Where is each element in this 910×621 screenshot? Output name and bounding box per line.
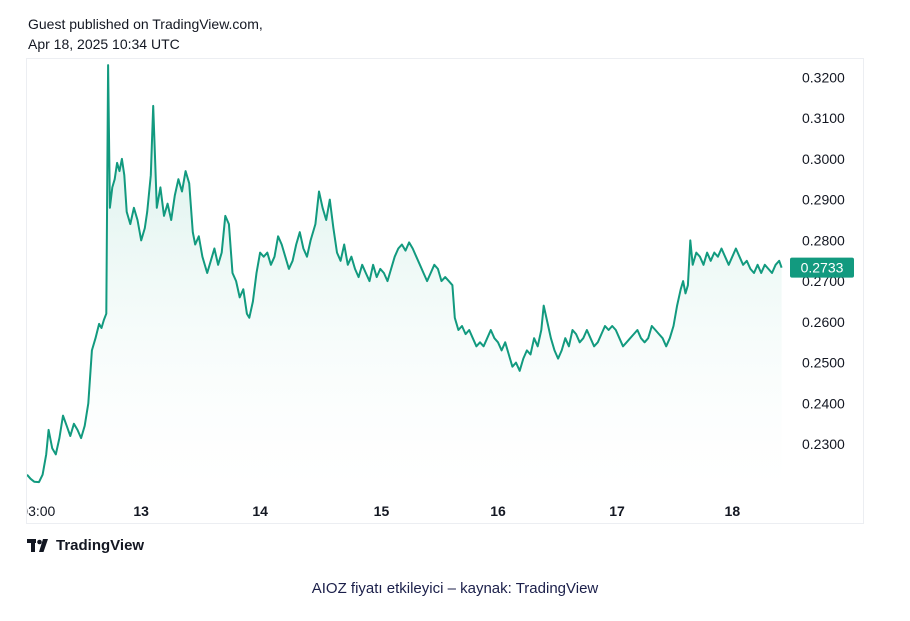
price-area-fill <box>27 65 782 489</box>
y-tick-label: 0.2300 <box>802 436 845 452</box>
price-chart[interactable]: 0.32000.31000.30000.29000.28000.27000.26… <box>27 59 865 525</box>
x-tick-label: 14 <box>252 503 268 519</box>
y-tick-label: 0.3000 <box>802 151 845 167</box>
y-tick-label: 0.2600 <box>802 314 845 330</box>
publish-info-line1: Guest published on TradingView.com, <box>28 16 263 32</box>
chart-frame[interactable]: 0.3200 0.3100 0.3000 0.2900 0.2800 0.2700 0.26… <box>26 58 864 524</box>
y-tick-label: 0.2400 <box>802 395 845 411</box>
publish-info: Guest published on TradingView.com, Apr … <box>28 14 263 54</box>
last-price-badge <box>790 257 854 278</box>
image-caption: AIOZ fiyatı etkileyici – kaynak: Trading… <box>311 580 599 597</box>
price-series-line[interactable] <box>27 64 783 484</box>
x-tick-label: 03:00 <box>27 503 56 519</box>
y-tick-label: 0.2800 <box>802 232 845 248</box>
tradingview-brand[interactable]: TradingView <box>27 537 144 554</box>
tradingview-brand-label: TradingView <box>56 537 145 554</box>
x-tick-label: 15 <box>374 503 390 519</box>
tradingview-logo-icon <box>27 538 48 552</box>
x-tick-label: 18 <box>725 503 741 519</box>
publish-info-line2: Apr 18, 2025 10:34 UTC <box>28 36 180 52</box>
x-tick-label: 13 <box>133 503 149 519</box>
y-tick-label: 0.2900 <box>802 192 845 208</box>
y-tick-label: 0.3200 <box>802 69 845 85</box>
y-tick-label: 0.2500 <box>802 355 845 371</box>
last-price-label: 0.2733 <box>801 260 844 276</box>
x-tick-label: 16 <box>490 503 506 519</box>
y-tick-label: 0.3100 <box>802 110 845 126</box>
x-tick-label: 17 <box>609 503 625 519</box>
